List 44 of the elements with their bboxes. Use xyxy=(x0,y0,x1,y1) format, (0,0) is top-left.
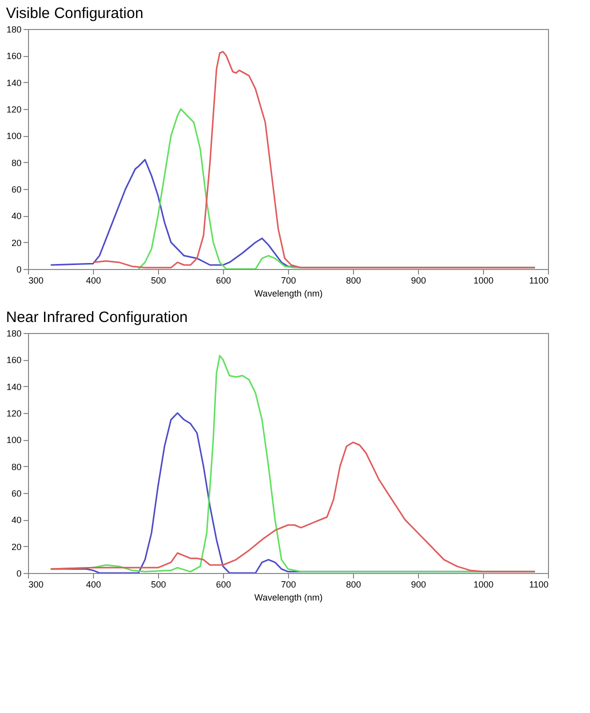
x-tick-label: 300 xyxy=(28,580,44,590)
y-tick-label: 140 xyxy=(6,382,22,392)
y-tick-label: 40 xyxy=(11,515,22,526)
y-tick-label: 180 xyxy=(6,24,22,34)
line-series xyxy=(50,442,536,572)
y-tick-label: 120 xyxy=(6,104,22,114)
x-tick-label: 500 xyxy=(150,580,166,590)
x-tick-label: 300 xyxy=(28,276,44,286)
x-tick-label: 900 xyxy=(410,276,426,286)
y-tick-label: 140 xyxy=(6,78,22,88)
line-series xyxy=(92,50,536,268)
y-tick-label: 80 xyxy=(11,462,22,472)
x-tick-label: 1000 xyxy=(473,276,494,286)
y-tick-label: 160 xyxy=(6,355,22,366)
x-tick-label: 900 xyxy=(410,580,426,590)
x-tick-label: 800 xyxy=(346,276,362,286)
x-tick-label: 1000 xyxy=(473,580,494,590)
y-tick-label: 0 xyxy=(16,568,22,578)
x-tick-label: 1100 xyxy=(529,580,548,590)
x-tick-label: 400 xyxy=(86,580,102,590)
y-tick-label: 0 xyxy=(16,264,22,274)
y-tick-label: 160 xyxy=(6,51,22,62)
x-tick-label: 600 xyxy=(216,276,232,286)
y-tick-label: 100 xyxy=(6,435,22,446)
x-tick-label: 400 xyxy=(86,276,102,286)
x-axis-title: Wavelength (nm) xyxy=(254,592,323,602)
y-tick-label: 60 xyxy=(11,184,22,194)
y-tick-label: 40 xyxy=(11,211,22,222)
x-tick-label: 600 xyxy=(216,580,232,590)
x-tick-label: 500 xyxy=(150,276,166,286)
y-tick-label: 120 xyxy=(6,408,22,418)
y-tick-label: 60 xyxy=(11,488,22,498)
y-tick-label: 80 xyxy=(11,158,22,168)
y-tick-label: 100 xyxy=(6,131,22,142)
x-tick-label: 700 xyxy=(280,580,296,590)
y-tick-label: 20 xyxy=(11,542,22,552)
y-tick-label: 180 xyxy=(6,328,22,338)
x-tick-label: 700 xyxy=(280,276,296,286)
x-tick-label: 1100 xyxy=(529,276,548,286)
y-tick-label: 20 xyxy=(11,238,22,248)
chart-title: Visible Configuration xyxy=(6,5,144,22)
x-axis-title: Wavelength (nm) xyxy=(254,288,323,298)
chart-title: Near Infrared Configuration xyxy=(6,309,188,326)
x-tick-label: 800 xyxy=(346,580,362,590)
